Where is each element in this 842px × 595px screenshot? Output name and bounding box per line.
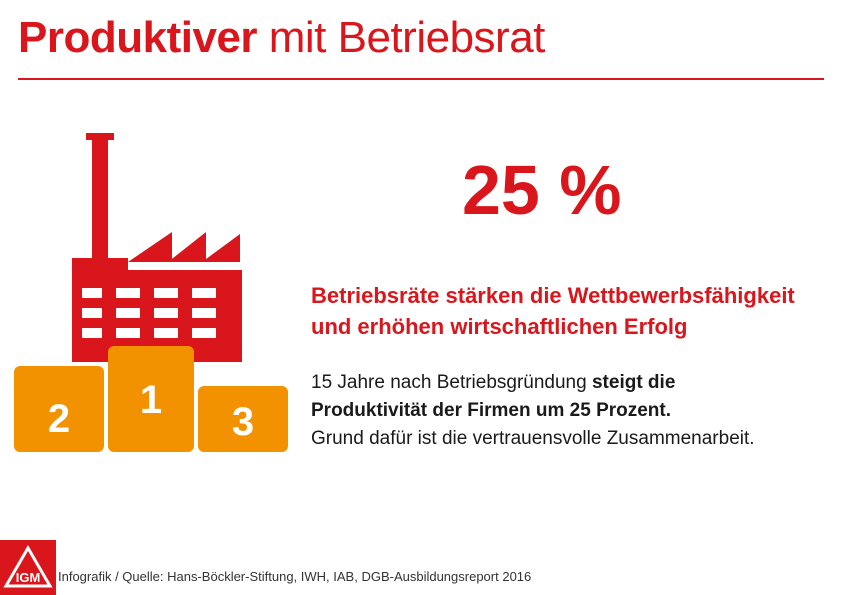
body-line1: 15 Jahre nach Betriebsgründung steigt di… [311,369,821,397]
igm-logo-icon: IGM [0,540,56,595]
body-bold1: steigt die [591,372,676,393]
logo-letters: IGM [16,570,41,585]
title-bold: Produktiver [18,13,258,62]
title-rest: mit Betriebsrat [268,13,546,62]
body-line3: Grund dafür ist die vertrauensvolle Zusa… [311,428,755,449]
podium-icon: 2 1 3 [14,346,288,452]
page-title: Produktiver mit Betriebsrat [18,12,545,64]
factory-icon [72,133,242,362]
subheading-line1: Betriebsräte stärken die Wettbewerbsfähi… [311,283,795,308]
stat-value: 25 % [462,151,622,229]
source-note: Infografik / Quelle: Hans-Böckler-Stiftu… [58,569,532,584]
body-bold2: Produktivität der Firmen um 25 Prozent. [311,400,672,421]
podium-label-3: 3 [232,400,254,444]
podium-label-2: 2 [48,397,70,441]
factory-podium-illustration: 2 1 3 [14,133,288,452]
title-divider [18,78,824,80]
subheading-line2: und erhöhen wirtschaftlichen Erfolg [311,314,688,339]
subheading: Betriebsräte stärken die Wettbewerbsfähi… [311,280,831,342]
body-paragraph: 15 Jahre nach Betriebsgründung steigt di… [311,369,821,453]
body-part1: 15 Jahre nach Betriebsgründung [311,372,592,393]
podium-label-1: 1 [140,378,162,422]
body-line2: Produktivität der Firmen um 25 Prozent. [311,397,821,425]
